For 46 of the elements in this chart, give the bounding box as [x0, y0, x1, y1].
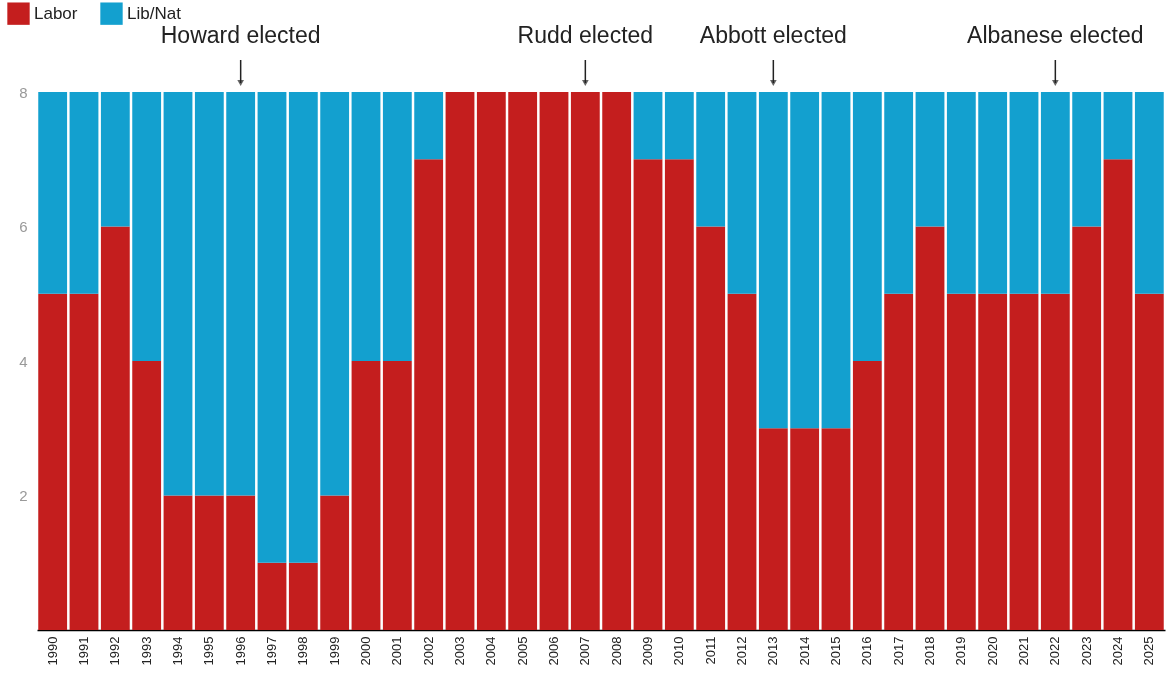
x-tick-label: 1991 — [76, 636, 91, 666]
y-tick-label: 6 — [19, 218, 28, 235]
x-tick-label: 1994 — [170, 636, 185, 666]
x-tick-label: 1997 — [264, 636, 279, 666]
annotation: Abbott elected — [699, 22, 847, 48]
y-tick-label: 8 — [19, 83, 28, 101]
x-tick-label: 2009 — [640, 636, 655, 666]
x-tick-label: 2000 — [358, 636, 373, 666]
x-tick-label: 2011 — [702, 636, 718, 665]
x-tick-label: 1998 — [295, 636, 311, 666]
x-tick-label: 2001 — [389, 636, 405, 666]
x-tick-label: 2007 — [577, 636, 593, 666]
annotation: Albanese elected — [967, 22, 1144, 48]
x-tick-label: 1992 — [107, 636, 123, 666]
x-tick-label: 2004 — [483, 636, 499, 666]
x-tick-label: 2013 — [765, 636, 781, 666]
legend-label: Lib/Nat — [127, 3, 182, 23]
x-tick-label: 2025 — [1141, 636, 1157, 666]
x-tick-label: 2022 — [1047, 636, 1063, 666]
x-tick-label: 2003 — [452, 636, 467, 666]
x-tick-label: 1990 — [44, 636, 60, 666]
x-tick-label: 1999 — [326, 636, 342, 666]
x-tick-label: 2020 — [984, 636, 1000, 666]
x-tick-label: 2010 — [671, 636, 687, 666]
x-tick-label: 2017 — [890, 636, 906, 666]
x-tick-label: 1995 — [201, 636, 217, 666]
annotation: Howard elected — [160, 22, 321, 48]
x-tick-label: 2023 — [1078, 636, 1094, 666]
y-tick-label: 2 — [19, 487, 28, 504]
x-tick-label: 2008 — [608, 636, 624, 666]
x-tick-label: 2016 — [859, 636, 875, 666]
x-tick-label: 2006 — [546, 636, 561, 666]
x-tick-label: 2018 — [922, 636, 937, 666]
x-tick-label: 2014 — [796, 636, 812, 666]
y-tick-label: 4 — [19, 352, 28, 370]
x-tick-label: 2012 — [734, 636, 749, 666]
x-tick-label: 1993 — [138, 636, 154, 666]
x-tick-label: 2021 — [1016, 636, 1031, 666]
x-tick-label: 2005 — [514, 636, 530, 666]
x-tick-label: 2019 — [953, 636, 969, 666]
x-tick-label: 1996 — [232, 636, 248, 666]
annotation: Rudd elected — [517, 22, 654, 48]
legend-label: Labor — [34, 3, 78, 23]
x-tick-label: 2002 — [420, 636, 436, 666]
x-tick-label: 2024 — [1110, 636, 1125, 666]
x-tick-label: 2015 — [828, 636, 843, 666]
